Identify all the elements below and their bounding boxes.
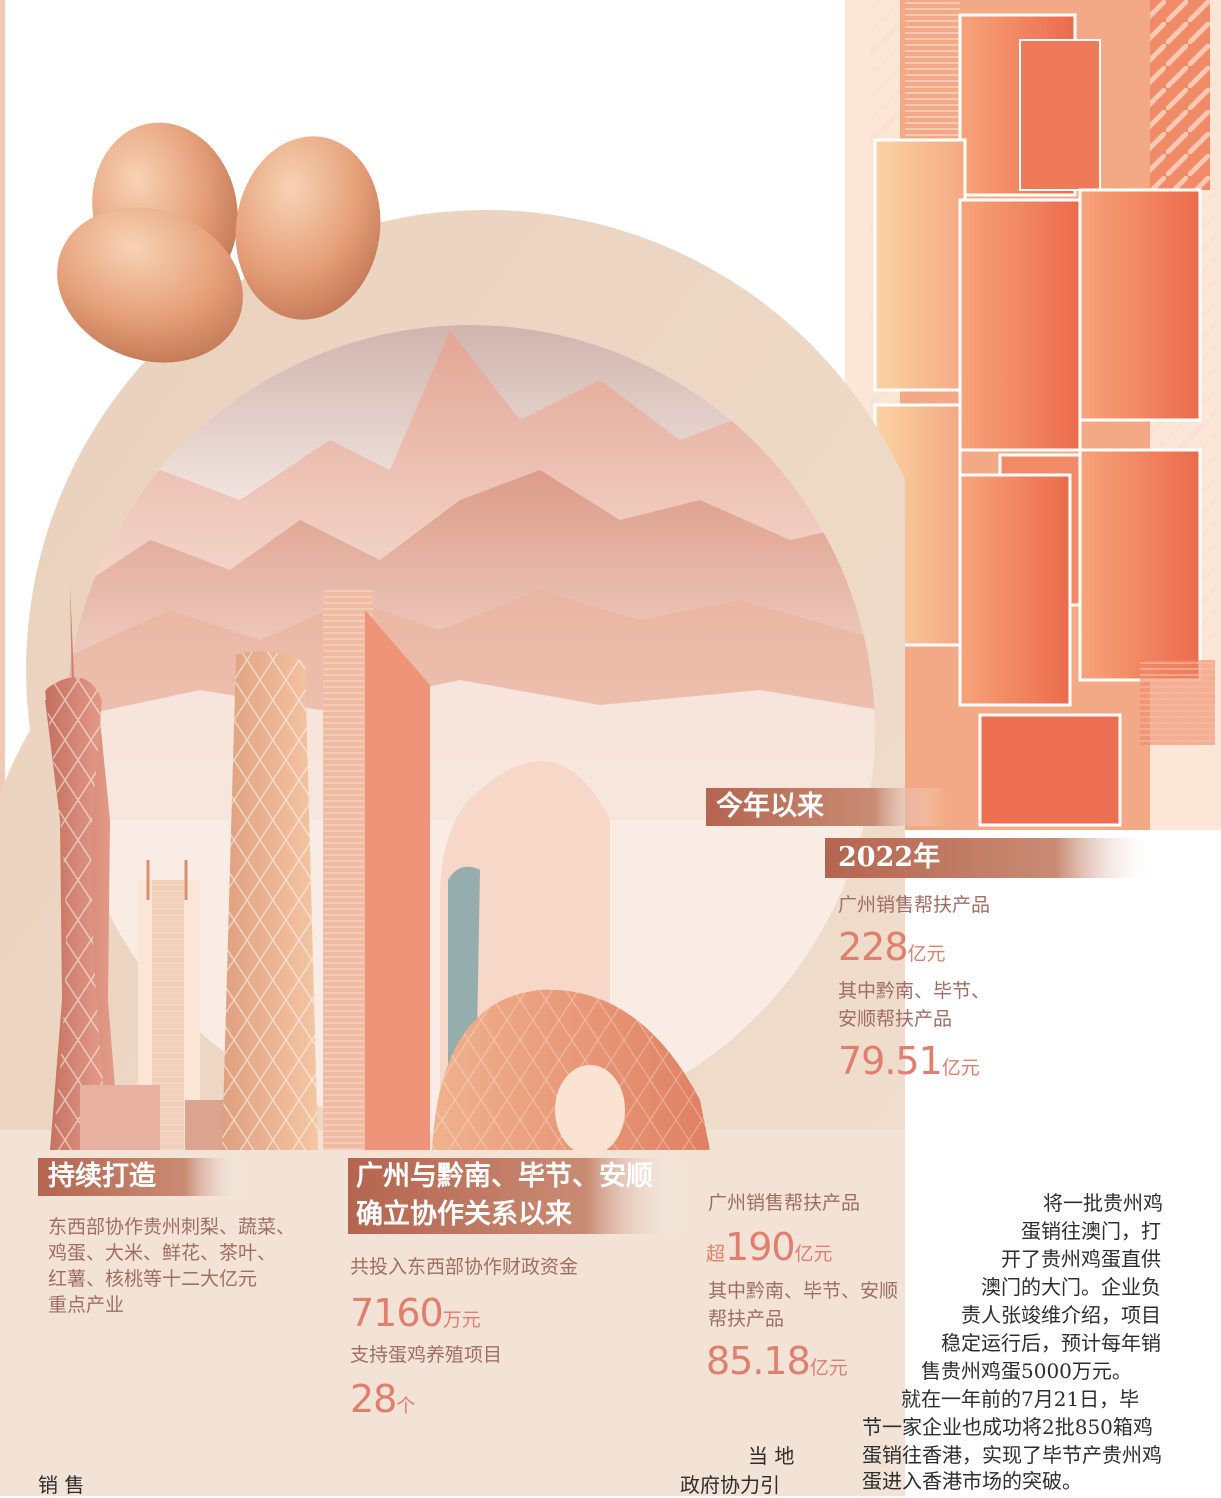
article-line-7: 售贵州鸡蛋5000万元。 — [921, 1359, 1132, 1383]
stats-this-year-label1: 广州销售帮扶产品 — [708, 1192, 861, 1214]
continuous-line-2: 鸡蛋、大米、鲜花、茶叶、 — [48, 1242, 277, 1264]
cooperation-value1-unit: 万元 — [442, 1309, 481, 1331]
article-line-3: 开了贵州鸡蛋直供 — [1001, 1247, 1161, 1271]
article-line-5: 责人张竣维介绍，项目 — [961, 1303, 1161, 1327]
city-skyline — [45, 585, 710, 1155]
article-line-8: 就在一年前的7月21日，毕 — [901, 1387, 1140, 1411]
cooperation-value2-unit: 个 — [396, 1395, 416, 1417]
header-band-2022 — [825, 838, 1155, 878]
cooperation-label2: 支持蛋鸡养殖项目 — [350, 1344, 503, 1366]
article-left-fragment-1: 当 地 — [748, 1444, 795, 1468]
cooperation-value2: 28个 — [350, 1380, 415, 1418]
header-band-this-year — [706, 788, 946, 826]
cooperation-label1: 共投入东西部协作财政资金 — [350, 1256, 579, 1278]
continuous-line-3: 红薯、核桃等十二大亿元 — [48, 1268, 258, 1290]
stats-2022-value1: 228亿元 — [838, 928, 946, 966]
stats-2022-title: 2022年 — [838, 842, 941, 873]
stats-this-year-label2-line1: 其中黔南、毕节、安顺 — [708, 1280, 899, 1302]
article-line-4: 澳门的大门。企业负 — [981, 1275, 1161, 1299]
article-line-9: 节一家企业也成功将2批850箱鸡 — [862, 1415, 1153, 1439]
stats-this-year-value2-number: 85.18 — [706, 1339, 811, 1383]
cooperation-title-line2: 确立协作关系以来 — [356, 1199, 572, 1230]
cooperation-value1: 7160万元 — [350, 1294, 481, 1332]
stats-2022-value2-number: 79.51 — [838, 1039, 943, 1083]
article-line-6: 稳定运行后，预计每年销 — [941, 1331, 1161, 1355]
stats-2022-value2: 79.51亿元 — [838, 1042, 980, 1080]
stats-this-year-label2-line2: 帮扶产品 — [708, 1308, 785, 1330]
header-band-cooperation — [348, 1158, 688, 1234]
cooperation-value2-number: 28 — [350, 1377, 397, 1421]
stats-2022-value1-unit: 亿元 — [907, 943, 946, 965]
stats-2022-label2-line1: 其中黔南、毕节、 — [838, 980, 991, 1002]
stats-this-year-prefix: 超 — [706, 1243, 726, 1265]
continuous-line-1: 东西部协作贵州刺梨、蔬菜、 — [48, 1216, 296, 1238]
stats-2022-value2-unit: 亿元 — [941, 1057, 980, 1079]
article-line-1: 将一批贵州鸡 — [1043, 1191, 1163, 1215]
stats-this-year-title: 今年以来 — [716, 791, 824, 822]
continuous-line-4: 重点产业 — [48, 1294, 125, 1316]
stats-this-year-value2-unit: 亿元 — [809, 1357, 848, 1379]
article-bottom-left: 销 售 — [38, 1473, 85, 1497]
stats-this-year-value1-number: 190 — [725, 1225, 796, 1269]
edge-stripe — [0, 0, 5, 1150]
cooperation-title-line1: 广州与黔南、毕节、安顺 — [356, 1161, 653, 1192]
stats-this-year-value1: 超190亿元 — [706, 1228, 833, 1266]
stats-this-year-value1-unit: 亿元 — [794, 1243, 833, 1265]
stats-this-year-value2: 85.18亿元 — [706, 1342, 848, 1380]
cooperation-value1-number: 7160 — [350, 1291, 444, 1335]
article-line-2: 蛋销往澳门，打 — [1021, 1219, 1161, 1243]
article-line-11: 蛋进入香港市场的突破。 — [862, 1469, 1082, 1493]
stats-2022-label1: 广州销售帮扶产品 — [838, 894, 991, 916]
eggs-illustration — [57, 122, 381, 363]
continuous-title: 持续打造 — [48, 1161, 156, 1192]
header-band-continuous — [38, 1158, 248, 1196]
stats-2022-label2-line2: 安顺帮扶产品 — [838, 1008, 953, 1030]
stats-2022-value1-number: 228 — [838, 925, 909, 969]
article-left-fragment-2: 政府协力引 — [680, 1473, 780, 1497]
article-line-10: 蛋销往香港，实现了毕节产贵州鸡 — [862, 1443, 1162, 1467]
